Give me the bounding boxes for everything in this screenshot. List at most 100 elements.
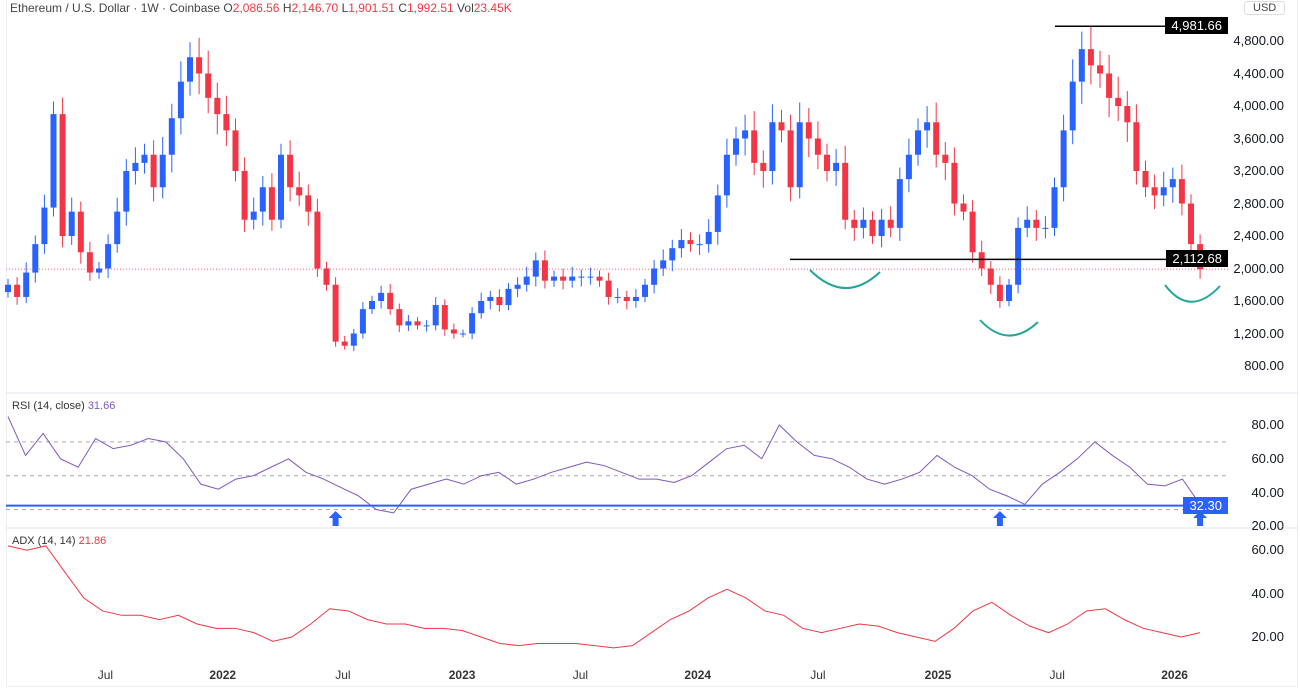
candle-body [59,114,66,236]
candle-body [32,244,39,273]
volume-value: 23.45K [473,1,512,15]
candle-body [551,276,557,281]
candle-body [196,57,203,74]
candle-body [796,122,803,188]
candle-body [132,162,139,171]
candle-body [114,211,121,245]
price-tick-label: 800.00 [1244,358,1284,373]
price-level-tag: 4,981.66 [1165,17,1228,35]
candle-body [869,219,876,236]
candle-body [669,248,676,261]
price-tick-label: 2,400.00 [1233,228,1284,243]
candle-body [833,162,840,171]
low-label: L [341,1,349,15]
up-arrow-icon [992,511,1007,526]
volume-label: Vol [457,1,474,15]
candle-body [278,154,284,220]
candle-body [314,211,321,269]
candle-body [123,171,130,212]
time-tick-label: 2025 [924,668,952,682]
time-tick-label: 2024 [684,668,712,682]
candle-body [514,284,521,289]
candle-body [1078,49,1085,82]
candle-body [432,305,439,326]
adx-tick-label: 40.00 [1251,585,1284,601]
time-tick-label: Jul [335,668,351,682]
price-tick-label: 3,200.00 [1233,163,1284,178]
candle-body [441,305,448,330]
open-label: O [223,1,233,15]
candle-body [842,162,849,220]
candle-body [141,154,148,163]
candle-body [1006,284,1012,301]
rsi-tick-label: 20.00 [1251,518,1284,534]
candle-body [1051,187,1058,228]
adx-value: 21.86 [78,535,107,547]
candle-body [205,73,212,98]
price-tick-label: 1,200.00 [1233,325,1284,341]
candle-body [469,313,476,334]
candle-body [1042,227,1049,229]
candle-body [1115,97,1122,106]
candle-body [632,296,639,301]
adx-tick-label: 20.00 [1251,629,1284,644]
time-tick-label: Jul [810,668,826,682]
candle-body [1142,171,1149,188]
candle-body [1133,122,1140,171]
price-tick-label: 4,000.00 [1233,98,1284,113]
candle-body [250,211,257,220]
candle-body [541,260,548,281]
candle-body [714,195,721,232]
time-tick-label: Jul [572,668,589,682]
candle-body [905,154,912,180]
price-tick-label: 4,800.00 [1233,33,1284,48]
candle-body [41,207,48,245]
candle-body [860,219,867,228]
candle-body [705,231,712,245]
adx-tick-label: 60.00 [1251,542,1284,558]
candle-body [105,244,112,269]
rsi-tick-label: 60.00 [1251,450,1284,466]
candle-body [642,284,648,297]
currency-button[interactable]: USD [1244,1,1286,15]
price-tick-label: 1,600.00 [1233,293,1284,308]
symbol-title[interactable]: Ethereum / U.S. Dollar · 1W · Coinbase [10,1,221,15]
candle-body [305,195,312,212]
candle-body [1033,219,1040,228]
high-label: H [282,1,292,15]
up-arrow-icon [1193,511,1208,526]
candle-body [341,341,348,346]
candle-body [187,57,193,82]
up-arrow-icon [328,511,343,526]
candle-body [787,130,794,188]
price-tick-label: 4,400.00 [1233,65,1284,81]
candle-body [1024,219,1031,228]
candle-body [778,122,785,131]
candle-body [287,154,294,188]
time-tick-label: Jul [97,668,114,682]
candle-body [523,276,530,285]
candle-body [1124,106,1131,123]
candle-body [687,240,694,245]
candle-body [1178,179,1185,204]
candle-body [987,268,994,285]
candle-body [296,187,303,196]
candle-body [569,276,576,281]
candle-body [50,114,57,208]
candle-body [814,138,821,155]
rsi-line [7,416,1201,514]
candle-body [150,154,157,188]
candle-body [933,122,940,155]
chart-frame [6,0,1298,687]
candle-body [5,284,11,293]
candle-body [978,252,985,269]
candle-body [332,284,339,342]
price-tick-label: 2,800.00 [1233,195,1284,211]
candle-body [578,276,585,278]
candle-body [14,284,21,297]
candle-body [651,268,658,285]
candle-body [23,272,30,297]
candle-body [323,268,330,285]
candle-body [769,122,776,171]
